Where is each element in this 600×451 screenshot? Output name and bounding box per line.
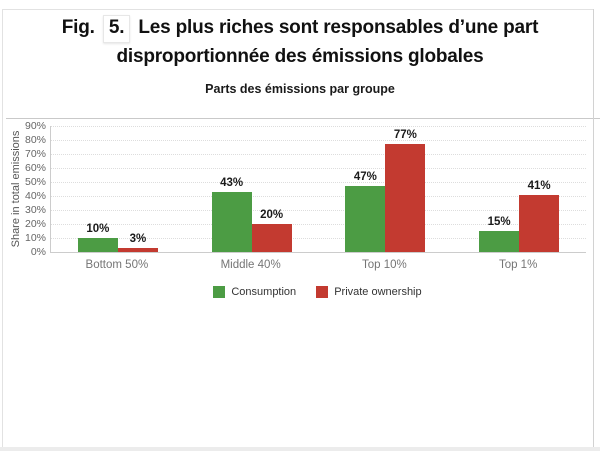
y-axis-tick-label: 50% — [24, 176, 46, 188]
x-axis: Bottom 50% Middle 40% Top 10% Top 1% — [50, 259, 585, 271]
figure-header: Fig. 5. Les plus riches sont responsable… — [0, 14, 600, 96]
gridline-80 — [51, 140, 586, 141]
x-axis-category-label: Middle 40% — [220, 259, 281, 271]
gridline-60 — [51, 168, 586, 169]
legend-label: Consumption — [231, 286, 297, 298]
y-axis-tick-label: 70% — [24, 148, 46, 160]
bar-value-label: 10% — [86, 223, 110, 235]
gridline-20 — [51, 224, 586, 225]
bar-group-top-10: 47% 77% — [319, 126, 453, 252]
x-axis-category-label: Top 10% — [361, 259, 407, 271]
gridline-10 — [51, 238, 586, 239]
gridline-30 — [51, 210, 586, 211]
bar-group-middle-40: 43% 20% — [185, 126, 319, 252]
bar-groups: 10% 3% 43% 20% 47% 77% 15% 41% — [51, 126, 586, 252]
legend-swatch-consumption — [213, 286, 226, 298]
y-axis-tick-label: 0% — [30, 246, 46, 258]
bar-private-ownership-bottom-50: 3% — [117, 233, 158, 252]
y-axis-tick-label: 20% — [24, 218, 46, 230]
bar-group-top-1: 15% 41% — [452, 126, 586, 252]
bar-consumption-top-10: 47% — [345, 171, 386, 252]
figure-title: Fig. 5. Les plus riches sont responsable… — [0, 14, 600, 71]
bar-value-label: 77% — [393, 129, 417, 141]
figure-number-patch: 5. — [102, 15, 131, 43]
bar-consumption-top-1: 15% — [479, 216, 520, 252]
y-axis-tick-label: 60% — [24, 162, 46, 174]
chart-panel: Share in total emissions 0% 10% 20% 30% 40% 5… — [6, 118, 600, 306]
y-axis-tick-label: 30% — [24, 204, 46, 216]
slide-right-border — [593, 9, 594, 447]
figure-title-line1-text: Les plus riches sont responsables d’une … — [138, 17, 539, 38]
bar-private-ownership-middle-40: 20% — [251, 209, 292, 252]
gridline-40 — [51, 196, 586, 197]
bar-value-label: 20% — [260, 209, 284, 221]
y-axis-tick-label: 90% — [24, 120, 46, 132]
legend-item-private-ownership: Private ownership — [316, 286, 422, 298]
bar-private-ownership-top-10: 77% — [385, 129, 426, 252]
y-axis-tick-label: 80% — [24, 134, 46, 146]
y-axis-tick-label: 40% — [24, 190, 46, 202]
bar-value-label: 41% — [527, 180, 551, 192]
legend-item-consumption: Consumption — [213, 286, 296, 298]
figure-title-line2: disproportionnée des émissions globales — [116, 46, 484, 67]
legend: Consumption Private ownership — [50, 286, 585, 298]
bar-value-label: 43% — [220, 177, 244, 189]
gridline-90 — [51, 126, 586, 127]
x-axis-category-label: Bottom 50% — [85, 259, 149, 271]
bar-consumption-bottom-50: 10% — [77, 223, 118, 252]
bar-value-label: 3% — [129, 233, 147, 245]
screen-bottom-strip — [0, 447, 600, 451]
y-axis-tick-label: 10% — [24, 232, 46, 244]
plot-area: 10% 3% 43% 20% 47% 77% 15% 41% — [50, 126, 586, 253]
legend-swatch-private-ownership — [316, 286, 329, 298]
bar-private-ownership-top-1: 41% — [519, 180, 560, 252]
y-axis: 0% 10% 20% 30% 40% 50% 60% 70% 80% 90% — [6, 119, 46, 306]
figure-label: Fig. — [61, 17, 95, 38]
legend-label: Private ownership — [334, 286, 422, 298]
figure-title-line1: Fig. 5. Les plus riches sont responsable… — [0, 14, 600, 43]
gridline-50 — [51, 182, 586, 183]
gridline-70 — [51, 154, 586, 155]
bar-group-bottom-50: 10% 3% — [51, 126, 185, 252]
bar-value-label: 15% — [487, 216, 511, 228]
bar-value-label: 47% — [353, 171, 377, 183]
chart-subtitle: Parts des émissions par groupe — [205, 82, 395, 96]
x-axis-category-label: Top 1% — [498, 259, 538, 271]
bar-consumption-middle-40: 43% — [211, 177, 252, 252]
